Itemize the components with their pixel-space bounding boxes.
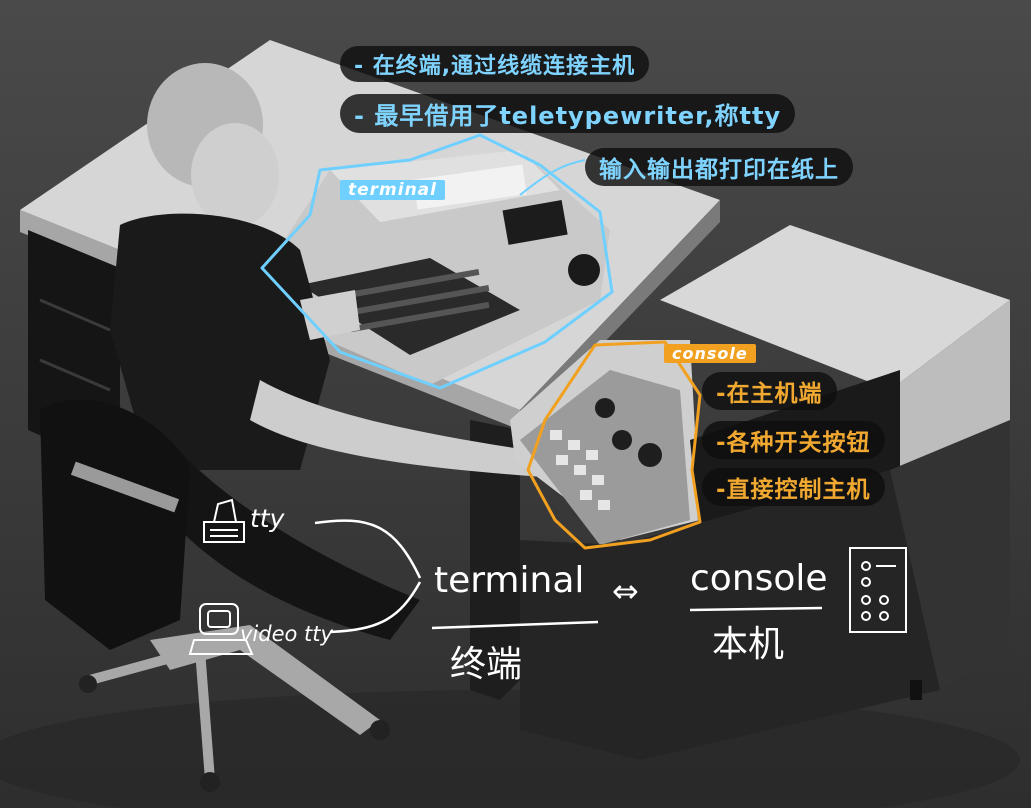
console-tag: console: [664, 344, 756, 363]
terminal-underline: [431, 620, 599, 630]
video-tty-icon: [188, 603, 254, 655]
operator-woman: [110, 63, 560, 640]
terminal-note-tty: - 最早借用了teletypewriter,称tty: [340, 94, 796, 133]
tty-icon: [203, 498, 245, 543]
terminal-chinese-word: 终端: [450, 644, 523, 685]
console-note-control: -直接控制主机: [702, 468, 885, 506]
terminal-tag: terminal: [340, 180, 445, 200]
double-arrow-icon: ⇔: [612, 572, 639, 610]
console-word: console: [690, 558, 828, 599]
terminal-callout-line: [519, 159, 586, 196]
video-tty-label: video tty: [240, 622, 333, 646]
console-cabinet-icon: [849, 547, 907, 633]
tty-label: tty: [250, 504, 285, 533]
console-chinese-word: 本机: [712, 624, 785, 665]
office-chair: [40, 399, 390, 792]
terminal-word: terminal: [434, 560, 585, 601]
console-underline: [689, 606, 823, 612]
console-note-switches: -各种开关按钮: [702, 421, 885, 459]
bracket-lines: [314, 519, 422, 634]
terminal-outline: [260, 133, 614, 390]
console-outline: [526, 340, 702, 550]
terminal-note-paper: 输入输出都打印在纸上: [585, 148, 853, 186]
terminal-note-cable: - 在终端,通过线缆连接主机: [340, 46, 650, 82]
teletype-machine: [270, 150, 610, 385]
console-note-host: -在主机端: [702, 372, 837, 410]
